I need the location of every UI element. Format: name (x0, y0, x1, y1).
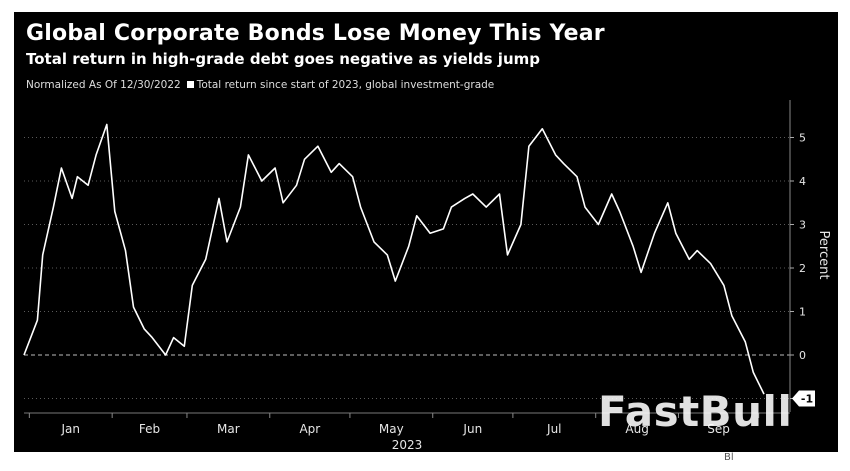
y-tick-label: 5 (799, 132, 806, 145)
chart-title: Global Corporate Bonds Lose Money This Y… (26, 21, 605, 46)
last-value-pointer (792, 390, 799, 407)
chart-legend: Normalized As Of 12/30/2022 Total return … (26, 79, 494, 91)
x-tick-label-jan: Jan (61, 422, 81, 436)
x-tick-label-mar: Mar (217, 422, 240, 436)
x-tick-label-sep: Sep (707, 422, 730, 436)
x-tick-label-feb: Feb (139, 422, 160, 436)
source-fragment: Bl (724, 452, 734, 463)
y-axis-title: Percent (816, 231, 831, 280)
last-value-label: -1 (801, 393, 813, 406)
line-chart: 0 1 2 3 4 5 Percent Jan Feb Mar Apr May Jun Jul Aug Sep… (23, 100, 831, 452)
fastbull-watermark: FastBull (598, 387, 793, 436)
y-tick-label: 3 (799, 219, 806, 232)
y-tick-label: 4 (799, 175, 806, 188)
chart-subtitle: Total return in high-grade debt goes neg… (26, 50, 540, 68)
last-value-box (799, 390, 815, 407)
x-tick-label-apr: Apr (299, 422, 320, 436)
y-tick-label: 2 (799, 262, 806, 275)
x-tick-label-jul: Jul (546, 422, 561, 436)
series-line (23, 123, 765, 395)
legend-swatch (186, 81, 194, 88)
chart-panel: 0 1 2 3 4 5 Percent Jan Feb Mar Apr May Jun Jul Aug Sep… (14, 12, 838, 452)
x-tick-label-may: May (379, 422, 404, 436)
y-tick-label: 0 (799, 349, 806, 362)
legend-series-label: Total return since start of 2023, global… (196, 79, 495, 91)
legend-normalization-note: Normalized As Of 12/30/2022 (26, 79, 181, 91)
x-axis-title: 2023 (392, 438, 423, 452)
x-tick-label-aug: Aug (625, 422, 648, 436)
footer-strip (0, 452, 850, 471)
y-tick-label: 1 (799, 306, 806, 319)
x-tick-label-jun: Jun (462, 422, 482, 436)
